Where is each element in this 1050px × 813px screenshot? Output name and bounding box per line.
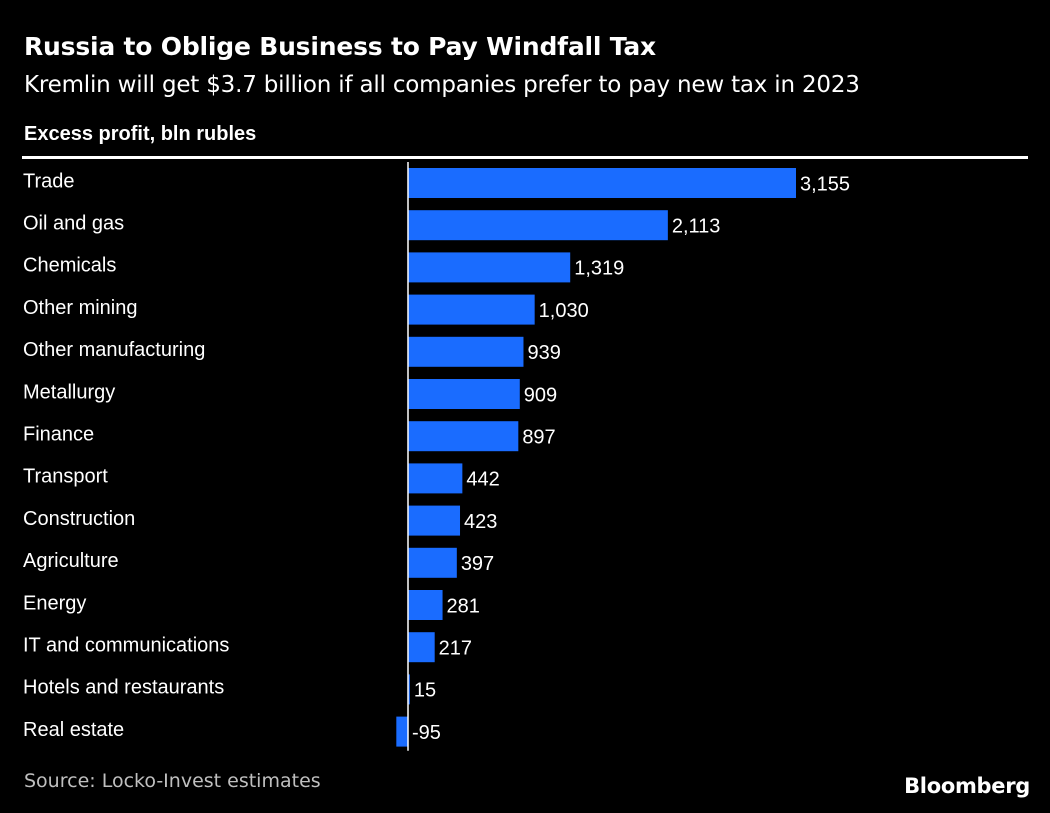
bar	[396, 716, 408, 747]
value-label: -95	[412, 722, 441, 744]
value-label: 217	[439, 637, 472, 659]
category-label: Chemicals	[23, 255, 116, 277]
category-label: Hotels and restaurants	[23, 677, 224, 699]
bar	[408, 210, 668, 241]
category-label: Construction	[23, 508, 135, 530]
bar	[408, 252, 571, 283]
bar	[408, 168, 796, 198]
category-label: Finance	[23, 423, 94, 445]
category-label: Metallurgy	[23, 381, 115, 403]
category-label: Agriculture	[23, 550, 119, 572]
value-label: 397	[461, 553, 494, 575]
category-label: Oil and gas	[23, 212, 124, 234]
value-label: 15	[414, 680, 436, 702]
category-label: Trade	[23, 170, 75, 192]
category-label: Real estate	[23, 719, 124, 741]
bar	[408, 294, 535, 325]
bar	[408, 547, 457, 578]
category-label: Other mining	[23, 297, 138, 319]
value-label: 2,113	[672, 215, 721, 237]
category-label: Transport	[23, 466, 108, 488]
value-label: 909	[524, 384, 557, 406]
source-note: Source: Locko-Invest estimates	[24, 770, 321, 792]
value-label: 3,155	[800, 173, 850, 195]
category-label: IT and communications	[23, 634, 229, 656]
bar	[408, 632, 435, 663]
bar	[408, 336, 524, 367]
bar	[408, 590, 443, 620]
chart-title: Russia to Oblige Business to Pay Windfal…	[24, 32, 656, 61]
bar	[408, 674, 410, 705]
value-label: 423	[464, 511, 497, 533]
value-label: 939	[527, 342, 560, 364]
bar	[408, 463, 463, 494]
axis-title: Excess profit, bln rubles	[24, 123, 257, 145]
header-rule	[22, 156, 1028, 159]
value-label: 897	[522, 426, 555, 448]
bar-chart: Trade 3,155 Oil and gas 2,113 Chemicals 1,319…	[23, 162, 850, 751]
category-label: Other manufacturing	[23, 339, 205, 361]
value-label: 442	[466, 469, 499, 491]
value-label: 281	[447, 595, 480, 617]
value-label: 1,319	[574, 258, 624, 280]
bar	[408, 505, 461, 536]
chart-subtitle: Kremlin will get $3.7 billion if all com…	[24, 72, 860, 98]
category-label: Energy	[23, 592, 86, 614]
value-label: 1,030	[539, 300, 589, 322]
bloomberg-logo: Bloomberg	[904, 774, 1030, 798]
bar	[408, 379, 520, 409]
bar	[408, 421, 519, 452]
